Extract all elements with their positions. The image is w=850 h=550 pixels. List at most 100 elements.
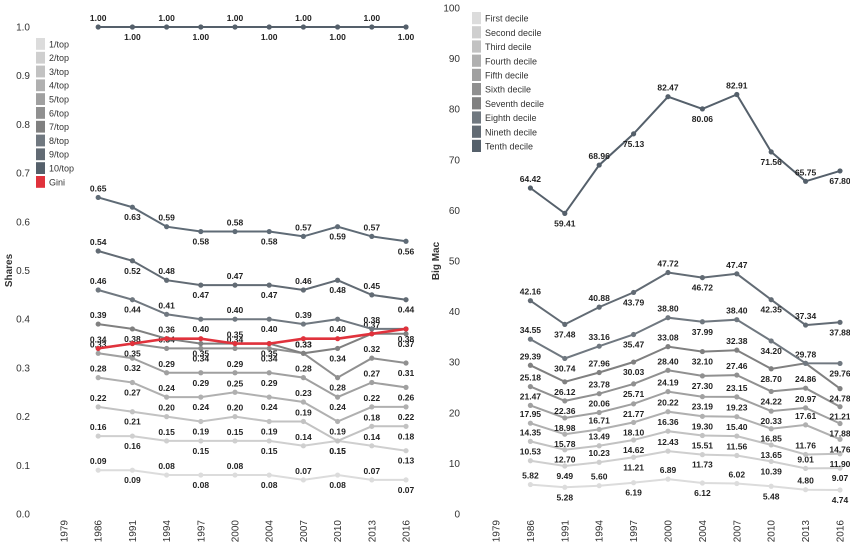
data-label: 67.80 bbox=[829, 176, 850, 186]
data-label: 0.39 bbox=[295, 310, 312, 320]
data-point bbox=[335, 345, 341, 352]
data-point bbox=[562, 447, 568, 453]
data-point bbox=[369, 355, 375, 361]
series-1-top: 0.09 0.09 0.08 0.08 0.08 0.08 0.07 0.08 0.07 0.07 bbox=[90, 456, 415, 495]
data-point bbox=[403, 24, 409, 30]
x-tick-label: 2016 bbox=[836, 520, 847, 543]
data-point bbox=[837, 404, 843, 410]
data-point bbox=[129, 204, 135, 210]
data-point bbox=[734, 91, 740, 98]
data-point bbox=[95, 345, 101, 352]
data-point bbox=[768, 408, 774, 414]
series-line bbox=[98, 342, 407, 379]
series-line bbox=[529, 271, 841, 327]
data-point bbox=[95, 404, 101, 410]
legend-swatch bbox=[472, 111, 481, 124]
data-label: 0.35 bbox=[227, 330, 244, 340]
legend-swatch bbox=[36, 79, 45, 92]
data-point bbox=[232, 438, 238, 444]
data-label: 18.10 bbox=[623, 427, 645, 437]
data-label: 37.48 bbox=[554, 329, 576, 339]
data-point bbox=[631, 289, 637, 296]
data-point bbox=[266, 282, 272, 288]
data-label: 0.59 bbox=[329, 232, 346, 242]
data-label: 5.82 bbox=[522, 471, 539, 481]
data-point bbox=[164, 472, 170, 478]
data-label: 0.35 bbox=[193, 349, 210, 359]
y-tick-label: 0.5 bbox=[16, 266, 30, 277]
data-label: 24.19 bbox=[657, 378, 679, 388]
data-label: 0.47 bbox=[261, 290, 278, 300]
data-point bbox=[129, 24, 135, 30]
data-label: 32.10 bbox=[692, 357, 714, 367]
data-label: 37.88 bbox=[829, 327, 850, 337]
data-point bbox=[699, 432, 705, 439]
data-point bbox=[527, 185, 533, 191]
y-tick-label: 100 bbox=[443, 4, 460, 15]
x-tick-label: 2016 bbox=[402, 520, 413, 543]
legend-label: 10/top bbox=[49, 164, 74, 174]
data-point bbox=[95, 321, 101, 327]
data-point bbox=[631, 131, 637, 137]
x-tick-label: 2004 bbox=[265, 520, 276, 543]
data-label: 9.49 bbox=[557, 471, 574, 481]
data-point bbox=[596, 162, 602, 168]
data-point bbox=[198, 345, 204, 352]
data-label: 0.44 bbox=[398, 305, 415, 315]
data-point bbox=[95, 433, 101, 439]
data-label: 0.59 bbox=[158, 213, 175, 223]
series-gini bbox=[95, 326, 409, 352]
data-label: 0.32 bbox=[124, 363, 141, 373]
data-point bbox=[631, 401, 637, 407]
data-point bbox=[164, 336, 170, 342]
data-point bbox=[164, 394, 170, 400]
data-point bbox=[803, 178, 809, 184]
data-point bbox=[665, 315, 671, 321]
series-4-top: 0.28 0.27 0.24 0.24 0.25 0.24 0.23 0.19 0.22 0.22 bbox=[90, 364, 415, 437]
data-point bbox=[837, 487, 843, 493]
data-point bbox=[596, 483, 602, 489]
data-label: 46.72 bbox=[692, 283, 714, 293]
data-point bbox=[129, 467, 135, 473]
data-point bbox=[95, 24, 101, 30]
y-tick-label: 0.8 bbox=[16, 120, 30, 131]
series-10-top: 1.00 1.00 1.00 1.00 1.00 1.00 1.00 1.00 1.00 1.00 bbox=[90, 13, 415, 42]
data-label: 0.14 bbox=[295, 432, 312, 442]
x-tick-label: 2004 bbox=[698, 520, 709, 543]
legend-label: Gini bbox=[49, 177, 65, 187]
data-point bbox=[266, 370, 272, 376]
data-label: 5.28 bbox=[557, 492, 574, 502]
data-point bbox=[562, 431, 568, 437]
data-label: 29.76 bbox=[829, 368, 850, 378]
data-label: 37.34 bbox=[795, 311, 817, 321]
data-label: 29.78 bbox=[795, 349, 817, 359]
data-point bbox=[266, 24, 272, 30]
data-label: 1.00 bbox=[261, 32, 278, 42]
data-point bbox=[699, 348, 705, 355]
data-label: 15.40 bbox=[726, 422, 748, 432]
data-point bbox=[768, 149, 774, 155]
data-label: 11.76 bbox=[795, 440, 816, 450]
legend-label: 7/top bbox=[49, 122, 69, 132]
data-point bbox=[631, 359, 637, 365]
data-point bbox=[164, 277, 170, 283]
data-point bbox=[768, 483, 774, 489]
series-line bbox=[97, 289, 406, 330]
data-label: 0.34 bbox=[329, 353, 346, 363]
data-point bbox=[837, 451, 843, 457]
legend-swatch bbox=[36, 38, 45, 50]
y-tick-label: 60 bbox=[449, 206, 461, 217]
data-point bbox=[734, 480, 740, 487]
series-line bbox=[98, 405, 406, 443]
data-label: 10.23 bbox=[589, 448, 611, 458]
data-point bbox=[803, 465, 809, 472]
data-point bbox=[562, 210, 568, 216]
data-point bbox=[596, 391, 602, 397]
data-label: 0.22 bbox=[398, 412, 415, 422]
data-point bbox=[335, 438, 341, 444]
data-label: 64.42 bbox=[520, 174, 542, 184]
data-point bbox=[837, 168, 843, 174]
y-tick-label: 50 bbox=[449, 257, 461, 268]
legend-swatch bbox=[472, 139, 481, 152]
